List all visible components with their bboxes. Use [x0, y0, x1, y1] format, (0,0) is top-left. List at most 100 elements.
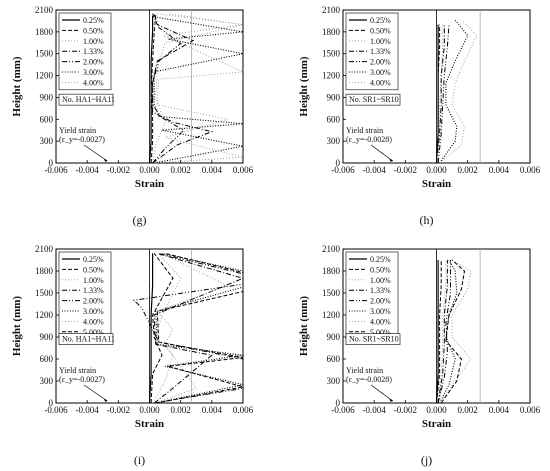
y-tick-label: 300 [40, 376, 54, 386]
x-tick-label: 0.004 [489, 405, 510, 415]
gauge-label: No. SR1~SR10 [349, 335, 399, 344]
x-tick-label: -0.004 [76, 405, 100, 415]
y-tick-label: 2100 [322, 244, 341, 254]
yield-strain-label: Yield strain [346, 366, 383, 375]
legend-entry: 1.00% [370, 37, 391, 46]
y-tick-label: 2100 [322, 5, 341, 15]
series-line-3.00pct [153, 16, 243, 163]
legend-entry: 0.50% [370, 265, 391, 274]
chart-panel-1: -0.006 -0.004 -0.002 0.000 0.002 0.004 0.006 0 3… [11, 5, 254, 227]
y-tick-label: 0 [49, 398, 54, 408]
legend-entry: 3.00% [83, 68, 104, 77]
y-tick-label: 300 [327, 136, 341, 146]
series-line-4.00pct [439, 19, 478, 163]
legend-entry: 0.25% [83, 16, 104, 25]
x-tick-label: 0.000 [139, 405, 160, 415]
yield-arrow [83, 384, 108, 402]
y-tick-label: 1500 [35, 49, 54, 59]
y-tick-label: 1500 [322, 49, 341, 59]
y-axis-label: Height (mm) [11, 56, 23, 117]
gauge-label: No. SR1~SR10 [349, 95, 399, 104]
series-line-1.00pct [437, 260, 447, 403]
series-line-5.00pct [155, 252, 243, 403]
x-tick-label: 0.004 [489, 165, 510, 175]
y-tick-label: 900 [40, 332, 54, 342]
x-tick-label: -0.002 [107, 405, 130, 415]
series-line-4.00pct [154, 13, 243, 163]
x-tick-label: 0.002 [171, 405, 191, 415]
x-tick-label: 0.006 [233, 165, 254, 175]
legend-entry: 0.25% [370, 16, 391, 25]
legend-entry: 1.00% [83, 37, 104, 46]
y-tick-label: 1500 [322, 288, 341, 298]
y-tick-label: 1200 [322, 310, 341, 320]
series-line-1.00pct [152, 13, 243, 163]
legend-entry: 2.00% [83, 297, 104, 306]
legend-entry: 4.00% [370, 317, 391, 326]
series-line-3.00pct [439, 19, 469, 163]
y-tick-label: 600 [40, 354, 54, 364]
y-tick-label: 1800 [322, 266, 341, 276]
panel-label: (h) [420, 213, 434, 227]
x-tick-label: -0.006 [331, 405, 355, 415]
yield-strain-value: (ε_y=-0.0028) [346, 135, 392, 144]
y-tick-label: 0 [336, 158, 341, 168]
x-tick-label: 0.002 [171, 165, 191, 175]
legend-entry: 3.00% [83, 307, 104, 316]
legend-entry: 0.25% [83, 255, 104, 264]
legend-entry: 0.25% [370, 255, 391, 264]
x-tick-label: -0.002 [107, 165, 130, 175]
legend-entry: 3.00% [370, 307, 391, 316]
gauge-label: No. HA1~HA11 [62, 335, 115, 344]
x-tick-label: 0.006 [520, 165, 541, 175]
x-tick-label: 0.006 [233, 405, 254, 415]
y-tick-label: 900 [327, 332, 341, 342]
y-tick-label: 300 [40, 136, 54, 146]
gauge-label-box [345, 333, 401, 346]
y-tick-label: 0 [49, 158, 54, 168]
legend-entry: 5.00% [370, 328, 391, 337]
x-tick-label: 0.000 [426, 405, 447, 415]
legend-entry: 4.00% [83, 317, 104, 326]
chart-panel-3: -0.006 -0.004 -0.002 0.000 0.002 0.004 0.006 0 3… [11, 244, 254, 467]
x-tick-label: -0.004 [363, 405, 387, 415]
legend: 0.25%0.50% 1.00%1.33% 2.00%3.00%4.00% 5.00% [345, 251, 399, 340]
legend-entry: 3.00% [370, 68, 391, 77]
legend-box [345, 251, 399, 340]
x-axis-label: Strain [135, 418, 164, 430]
legend-entry: 1.33% [83, 47, 104, 56]
panel-label: (i) [134, 453, 145, 467]
yield-strain-label: Yield strain [59, 366, 96, 375]
yield-strain-label: Yield strain [59, 126, 96, 135]
series-line-2.00pct [152, 13, 185, 163]
y-tick-label: 2100 [35, 5, 54, 15]
legend-entry: 2.00% [370, 297, 391, 306]
x-tick-label: -0.004 [76, 165, 100, 175]
yield-arrow [83, 144, 108, 162]
y-axis-label: Height (mm) [298, 56, 310, 117]
gauge-label-box [58, 333, 114, 346]
series-line-0.50pct [436, 24, 441, 163]
panel-label: (j) [421, 453, 432, 467]
yield-arrow-head [103, 398, 108, 402]
x-tick-label: -0.006 [331, 165, 355, 175]
x-tick-label: 0.004 [202, 165, 223, 175]
legend-entry: 1.00% [83, 276, 104, 285]
x-tick-label: -0.006 [44, 405, 68, 415]
legend-entry: 1.33% [370, 47, 391, 56]
chart-panel-2: -0.006 -0.004 -0.002 0.000 0.002 0.004 0.006 0 3… [298, 5, 541, 227]
series-line-0.25pct [148, 253, 154, 403]
chart-panel-4: -0.006 -0.004 -0.002 0.000 0.002 0.004 0.006 0 3… [298, 244, 541, 467]
legend-entry: 2.00% [370, 58, 391, 67]
yield-strain-value: (ε_y=-0.0027) [59, 375, 105, 384]
y-tick-label: 900 [40, 92, 54, 102]
legend-entry: 5.00% [83, 328, 104, 337]
yield-arrow-head [103, 158, 108, 162]
x-tick-label: 0.002 [458, 405, 478, 415]
y-tick-label: 300 [327, 376, 341, 386]
legend-box [345, 12, 399, 91]
y-tick-label: 1800 [35, 27, 54, 37]
legend-box [58, 251, 112, 340]
y-tick-label: 600 [40, 114, 54, 124]
series-line-1.00pct [152, 253, 182, 403]
